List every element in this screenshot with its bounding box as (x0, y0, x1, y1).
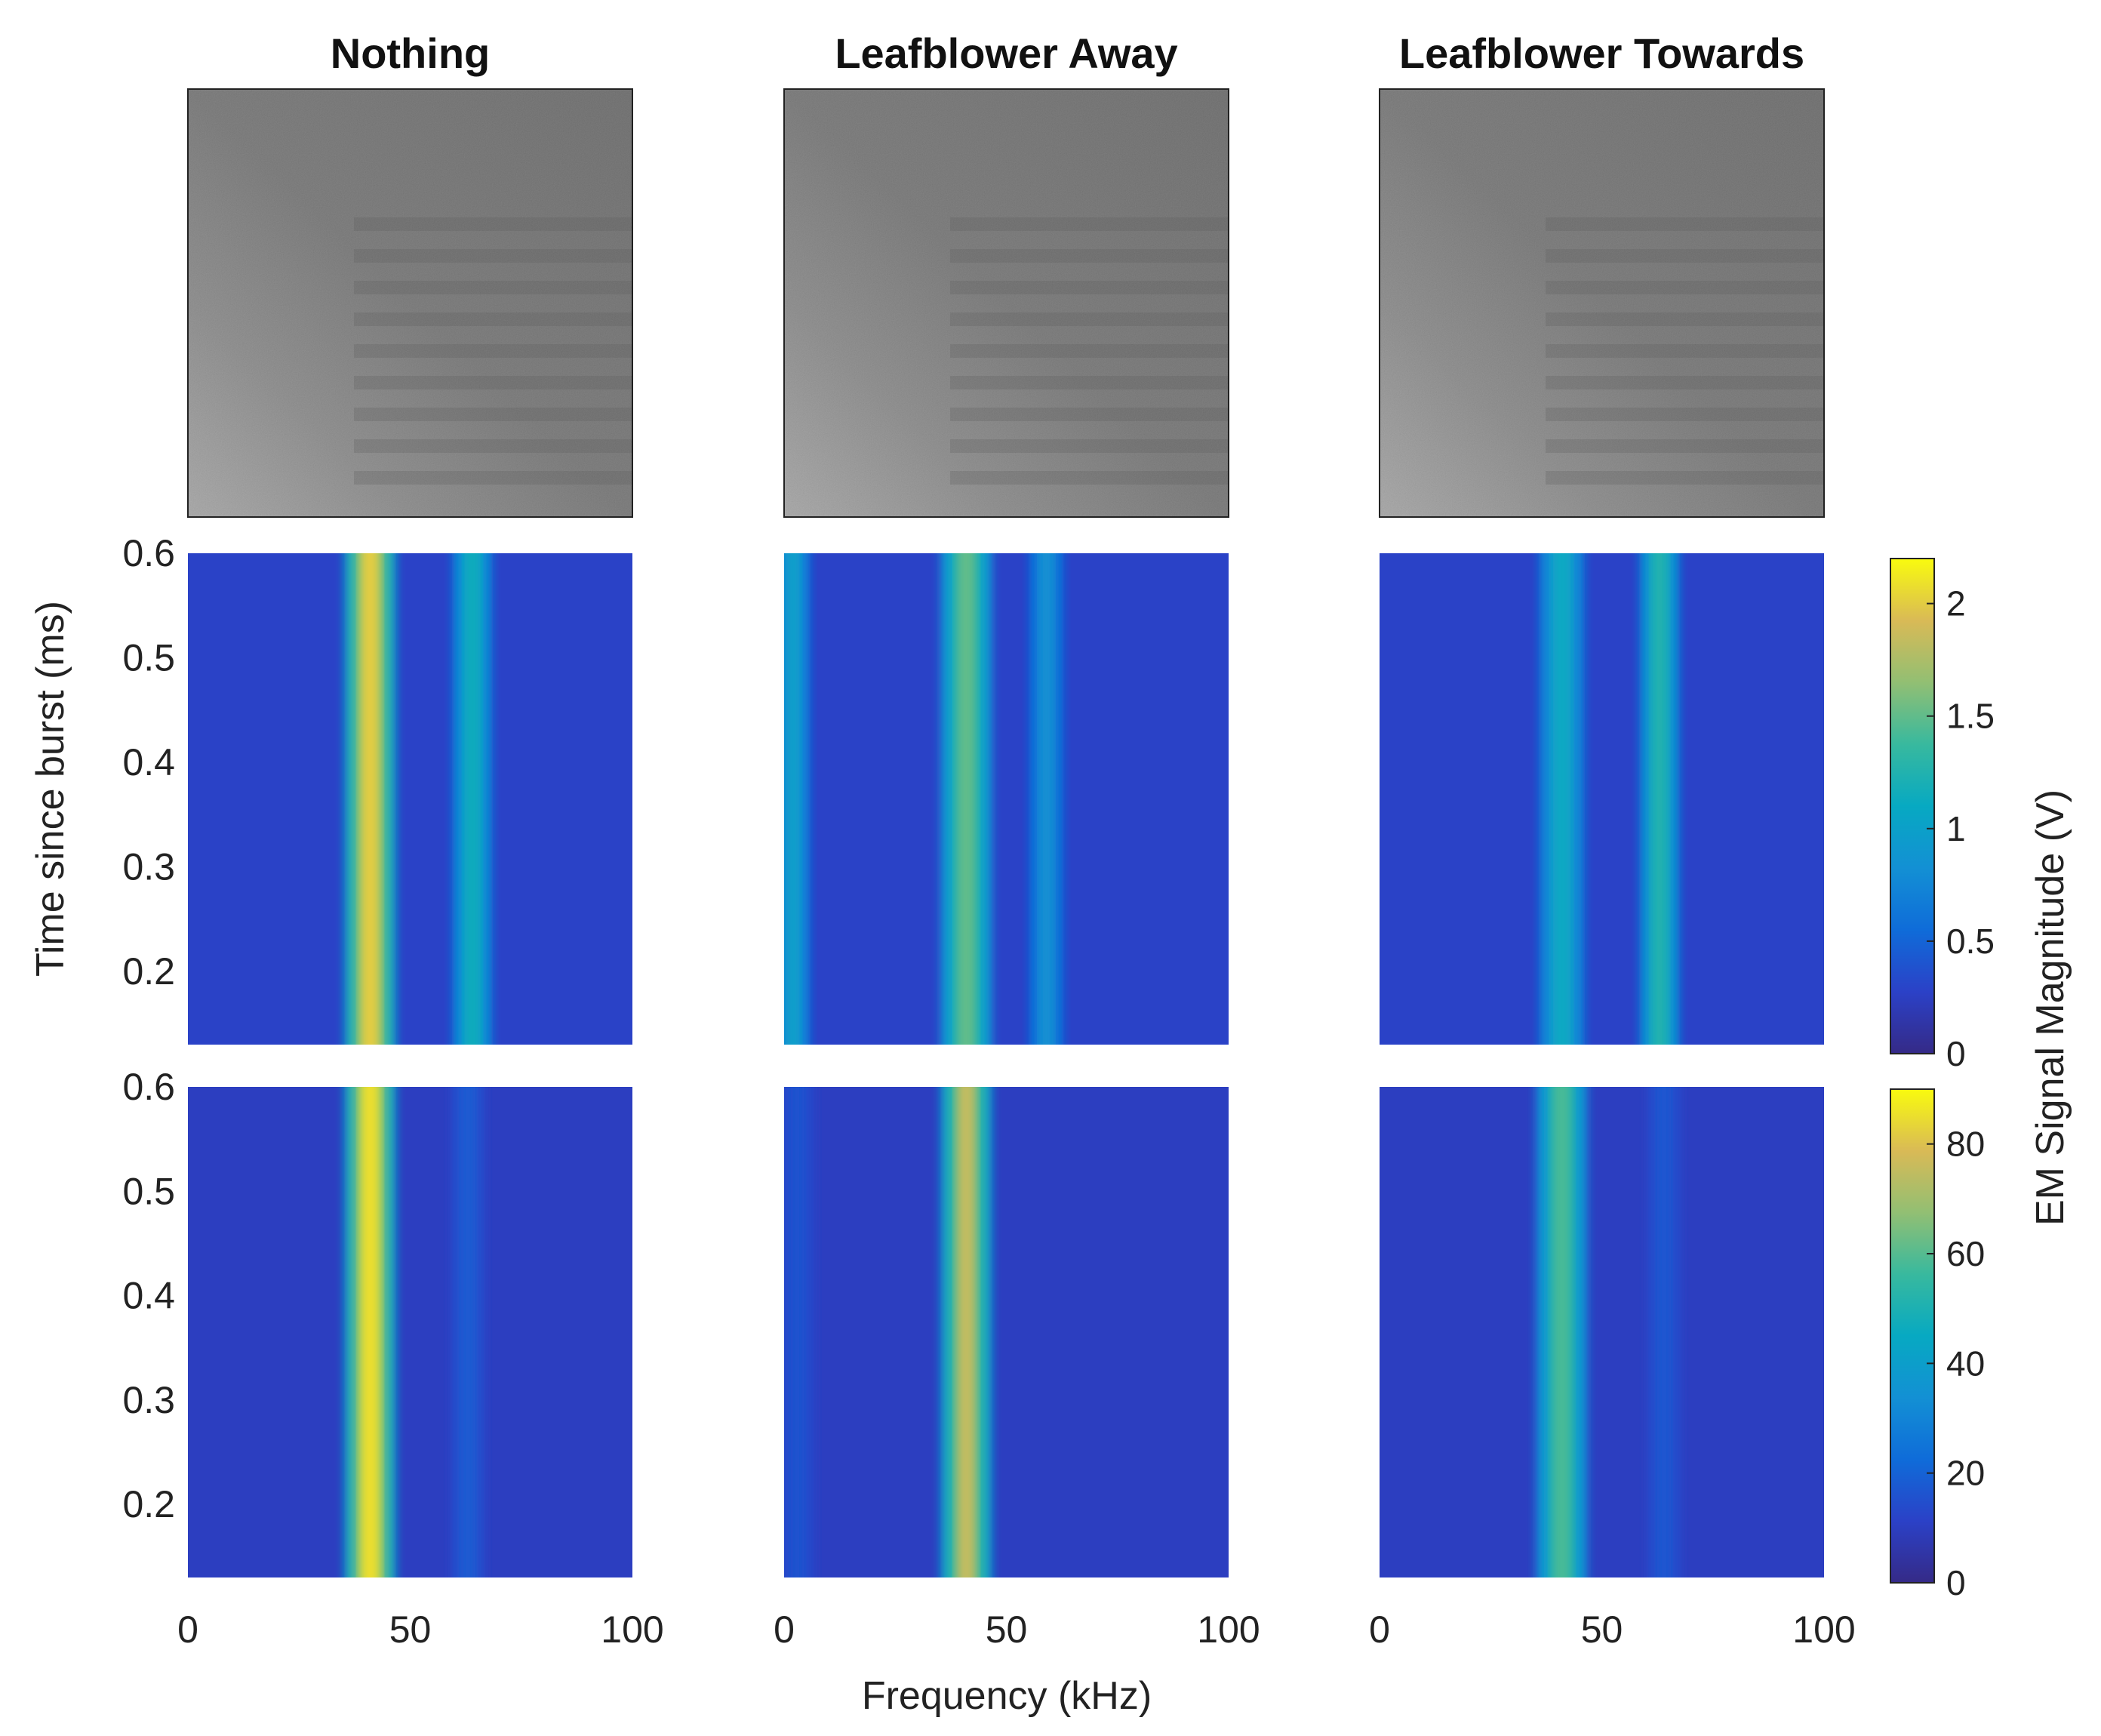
spectral-band (360, 1087, 380, 1577)
colorbar-tick-label: 60 (1946, 1234, 1985, 1273)
colorbar: 0 20 40 60 80 (1890, 1088, 1985, 1602)
spectrogram-panel (188, 1087, 632, 1577)
y-tick-label: 0.5 (122, 637, 175, 679)
y-tick-label: 0.3 (122, 1379, 175, 1421)
colorbar-tick-label: 0.5 (1946, 922, 1995, 961)
spectrogram-panel (784, 1087, 1229, 1577)
spectrogram-panel (188, 553, 632, 1045)
spectral-band (1039, 553, 1054, 1045)
y-tick-label: 0.6 (122, 532, 175, 574)
y-tick-label: 0.6 (122, 1066, 175, 1108)
spectrogram-panel (1380, 1087, 1824, 1577)
x-tick-label: 100 (1792, 1608, 1855, 1651)
colorbar-tick-label: 20 (1946, 1454, 1985, 1493)
colorbar-tick-label: 80 (1946, 1125, 1985, 1164)
colorbar-label: EM Signal Magnitude (V) (2029, 790, 2072, 1226)
spectral-band (1651, 553, 1668, 1045)
colorbar-tick-label: 0 (1946, 1034, 1966, 1073)
colorbar-tick-label: 2 (1946, 584, 1966, 623)
colorbar-tick-label: 1.5 (1946, 697, 1995, 736)
photo-panel (187, 88, 633, 518)
column-title: Leafblower Away (835, 29, 1177, 77)
spectral-band (790, 1087, 804, 1577)
x-tick-label: 100 (601, 1608, 663, 1651)
x-tick-label: 50 (986, 1608, 1028, 1651)
spectrogram-panel (1380, 553, 1824, 1045)
y-tick-label: 0.3 (122, 846, 175, 888)
spectrogram-row-top (188, 553, 1824, 1045)
y-tick-label: 0.2 (122, 950, 175, 993)
y-tick-label: 0.4 (122, 1275, 175, 1317)
x-tick-label: 50 (1581, 1608, 1623, 1651)
image-row (187, 88, 1825, 518)
spectral-band (1657, 1087, 1671, 1577)
spectrogram-row-bottom (188, 1087, 1824, 1577)
y-axis-label: Time since burst (ms) (29, 601, 72, 977)
spectral-band (786, 553, 800, 1045)
x-tick-label: 0 (1369, 1608, 1390, 1651)
column-title: Nothing (331, 29, 490, 77)
spectrogram-panel (784, 553, 1229, 1045)
y-tick-label: 0.4 (122, 741, 175, 783)
x-axis-label: Frequency (kHz) (862, 1674, 1152, 1718)
colorbar: 0 0.5 1 1.5 2 (1890, 558, 1995, 1073)
x-tick-label: 0 (774, 1608, 795, 1651)
y-tick-label: 0.5 (122, 1170, 175, 1212)
column-titles: Nothing Leafblower Away Leafblower Towards (331, 29, 1804, 77)
column-title: Leafblower Towards (1399, 29, 1804, 77)
spectral-band (1552, 553, 1571, 1045)
colorbar-tick-label: 40 (1946, 1344, 1985, 1383)
photo-panel (783, 88, 1229, 518)
x-tick-label: 100 (1197, 1608, 1260, 1651)
spectral-band (956, 553, 977, 1045)
spectral-band (360, 553, 380, 1045)
axes: 0.6 0.5 0.4 0.3 0.2 0.6 0.5 0.4 0.3 0.2 0 50 100 0 50 1… (122, 532, 1855, 1651)
x-tick-label: 0 (177, 1608, 198, 1651)
y-tick-label: 0.2 (122, 1483, 175, 1525)
spectral-band (461, 1087, 475, 1577)
colorbar-tick-label: 0 (1946, 1563, 1966, 1602)
x-tick-label: 50 (389, 1608, 432, 1651)
spectral-band (464, 553, 481, 1045)
spectral-band (1552, 1087, 1572, 1577)
photo-panel (1379, 88, 1825, 518)
colorbar-tick-label: 1 (1946, 809, 1966, 848)
spectral-band (956, 1087, 977, 1577)
